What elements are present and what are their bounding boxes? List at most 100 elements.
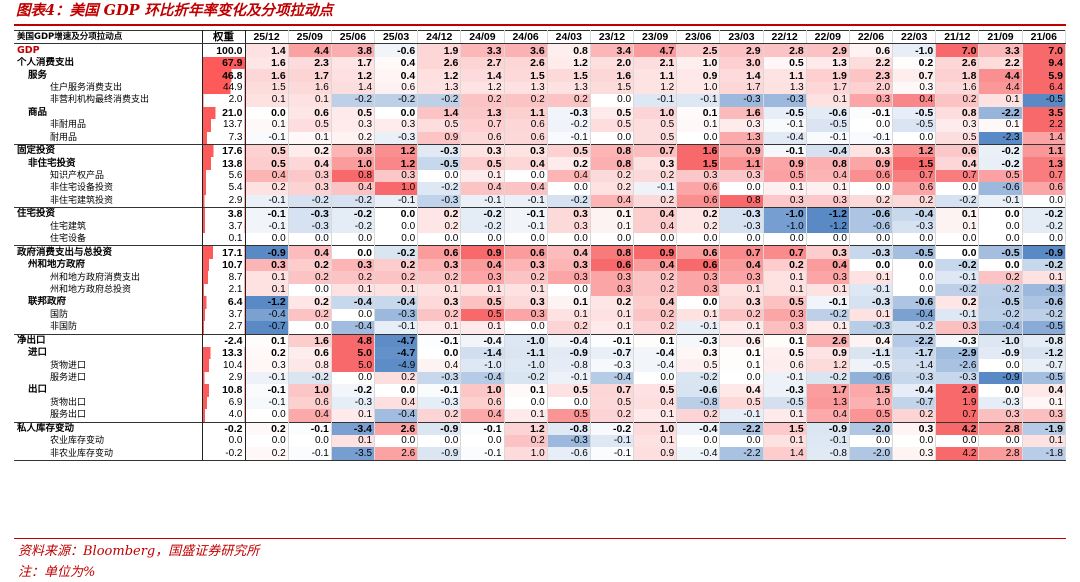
value-cell: -0.1 — [288, 421, 332, 435]
value-cell: 2.2 — [849, 56, 894, 70]
value-cell: 0.3 — [935, 119, 980, 132]
header-label: 美国GDP增速及分项拉动点 — [14, 29, 203, 45]
value-cell: -1.4 — [892, 359, 937, 372]
value-cell: 0.1 — [288, 94, 332, 107]
value-cell: -2.3 — [978, 131, 1023, 145]
value-cell: 0.1 — [633, 409, 678, 423]
value-cell: 0.6 — [849, 169, 894, 183]
value-cell: 0.5 — [849, 409, 894, 423]
value-cell: 0.0 — [374, 207, 419, 221]
value-cell: 0.3 — [978, 409, 1023, 423]
value-cell: 0.5 — [547, 143, 591, 158]
value-cell: 0.0 — [547, 396, 591, 410]
weight-cell: 0.0 — [202, 435, 246, 448]
value-cell: 0.3 — [849, 143, 894, 158]
value-cell: -1.0 — [892, 43, 937, 57]
value-cell: 0.6 — [288, 346, 332, 360]
header-period: 23/03 — [719, 29, 764, 45]
value-cell: 0.9 — [460, 245, 505, 259]
value-cell: 0.5 — [763, 346, 807, 360]
row-label: 非住宅投资 — [14, 157, 203, 170]
value-cell: 1.2 — [504, 421, 548, 435]
value-cell: -0.9 — [417, 447, 462, 461]
value-cell: 0.2 — [460, 94, 505, 107]
value-cell: -2.2 — [892, 333, 937, 347]
table-row: 货物出口 6.9 -0.1 0.6 -0.3 0.4 -0.3 0.6 0.0 0.0 0.5 0.4… — [14, 396, 1067, 410]
value-cell: 0.0 — [633, 233, 678, 246]
value-cell: 0.9 — [806, 346, 850, 360]
value-cell: 0.2 — [935, 296, 980, 309]
value-cell: 0.1 — [1022, 396, 1067, 410]
value-cell: -0.4 — [374, 409, 419, 423]
value-cell: 0.5 — [633, 384, 678, 397]
table-row: 农业库存变动 0.0 0.0 0.0 0.1 0.0 0.0 0.0 0.2 -0.3 -0.1 0.… — [14, 435, 1067, 448]
value-cell: 4.4 — [978, 69, 1023, 82]
table-row: 非住宅建筑投资 2.9 -0.1 -0.2 -0.2 -0.1 -0.3 -0.1 -0.1 -0… — [14, 194, 1067, 208]
row-label: GDP — [14, 43, 203, 57]
value-cell: 0.0 — [245, 409, 289, 423]
value-cell: 0.1 — [806, 321, 850, 334]
value-cell: 2.3 — [288, 56, 332, 70]
value-cell: -0.4 — [245, 308, 289, 322]
value-cell: 1.3 — [719, 131, 764, 145]
value-cell: -0.2 — [935, 194, 980, 208]
value-cell: -0.2 — [590, 421, 635, 435]
table-row: 非农业库存变动 -0.2 0.2 -0.1 -3.5 2.6 -0.9 -0.1 1.0 -0.6… — [14, 447, 1067, 461]
value-cell: 0.0 — [935, 233, 980, 246]
header-period: 23/12 — [590, 29, 635, 45]
value-cell: 1.2 — [892, 143, 937, 158]
value-cell: 0.4 — [374, 56, 419, 70]
value-cell: 0.7 — [1022, 169, 1067, 183]
value-cell: 0.5 — [460, 308, 505, 322]
value-cell: 0.4 — [719, 384, 764, 397]
value-cell: 0.5 — [935, 131, 980, 145]
value-cell: 0.2 — [978, 271, 1023, 284]
value-cell: -0.1 — [763, 119, 807, 132]
value-cell: 0.8 — [935, 106, 980, 120]
value-cell: -0.2 — [935, 258, 980, 272]
row-label: 非国防 — [14, 321, 203, 334]
value-cell: 0.8 — [806, 157, 850, 170]
value-cell: -0.2 — [676, 371, 721, 385]
value-cell: -0.3 — [417, 143, 462, 158]
value-cell: -0.2 — [288, 194, 332, 208]
value-cell: 0.6 — [374, 81, 419, 95]
value-cell: 0.3 — [417, 296, 462, 309]
row-label: 个人消费支出 — [14, 56, 203, 70]
value-cell: 0.5 — [590, 119, 635, 132]
value-cell: 0.3 — [504, 258, 548, 272]
value-cell: 2.2 — [1022, 119, 1067, 132]
value-cell: 0.6 — [504, 131, 548, 145]
value-cell: 0.1 — [719, 346, 764, 360]
value-cell: 0.1 — [935, 220, 980, 233]
value-cell: -0.1 — [374, 194, 419, 208]
value-cell: 0.0 — [288, 233, 332, 246]
value-cell: 0.1 — [676, 308, 721, 322]
title-divider — [14, 24, 1066, 26]
value-cell: 1.4 — [1022, 131, 1067, 145]
value-cell: 0.1 — [504, 283, 548, 297]
value-cell: 0.3 — [719, 296, 764, 309]
value-cell: 0.8 — [288, 359, 332, 372]
value-cell: 0.1 — [633, 333, 678, 347]
value-cell: 0.0 — [676, 435, 721, 448]
value-cell: 1.0 — [288, 384, 332, 397]
row-label: 非住宅建筑投资 — [14, 194, 203, 208]
value-cell: -0.2 — [806, 308, 850, 322]
value-cell: 0.0 — [504, 169, 548, 183]
weight-cell: 2.1 — [202, 283, 246, 297]
value-cell: 0.0 — [288, 321, 332, 334]
value-cell: 0.0 — [374, 384, 419, 397]
value-cell: 1.3 — [806, 56, 850, 70]
row-label: 州和地方政府 — [14, 258, 203, 272]
value-cell: 1.0 — [633, 421, 678, 435]
value-cell: -0.2 — [331, 194, 376, 208]
value-cell: 0.3 — [547, 207, 591, 221]
value-cell: -0.2 — [892, 321, 937, 334]
value-cell: 1.5 — [590, 81, 635, 95]
row-label: 国防 — [14, 308, 203, 322]
value-cell: 0.0 — [504, 321, 548, 334]
header-period: 24/09 — [460, 29, 505, 45]
table-row: 非耐用品 13.7 0.1 0.5 0.3 0.3 0.5 0.7 0.6 -0.2 0.5 0.5 0… — [14, 119, 1067, 132]
weight-cell: 67.9 — [202, 56, 246, 70]
